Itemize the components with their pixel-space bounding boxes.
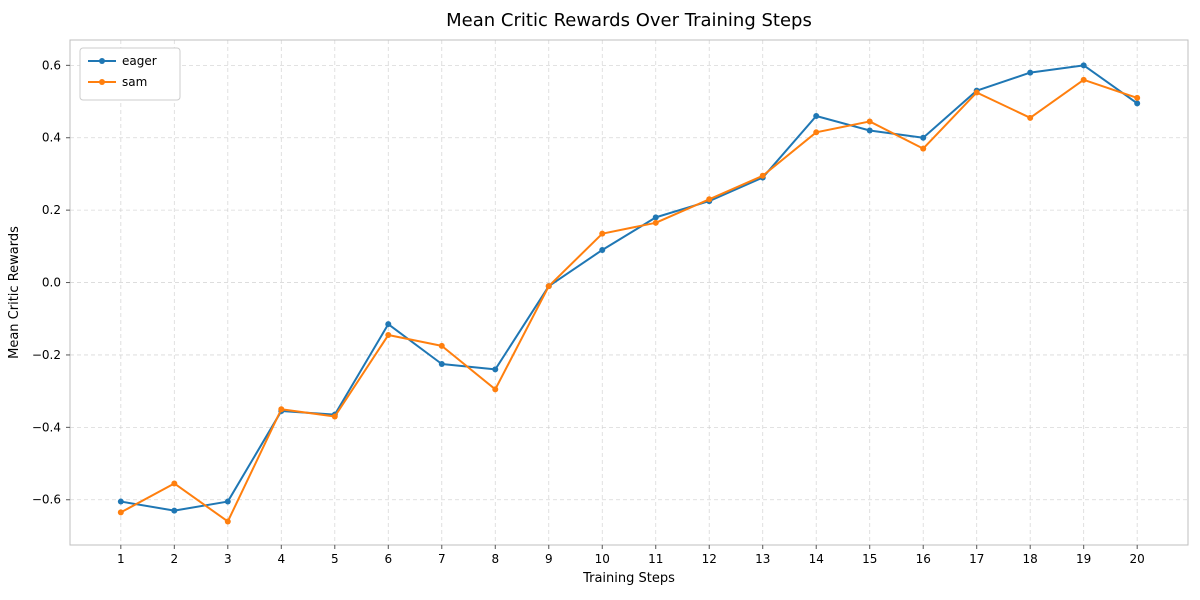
- series-marker-eager: [1134, 100, 1141, 107]
- series-marker-eager: [171, 507, 178, 514]
- y-tick-label: −0.2: [32, 348, 61, 362]
- x-tick-label: 3: [224, 552, 232, 566]
- series-marker-sam: [224, 518, 231, 525]
- x-tick-label: 15: [862, 552, 877, 566]
- y-tick-label: −0.6: [32, 493, 61, 507]
- x-tick-label: 6: [384, 552, 392, 566]
- x-tick-label: 10: [595, 552, 610, 566]
- series-marker-sam: [973, 89, 980, 96]
- x-tick-label: 1: [117, 552, 125, 566]
- x-tick-label: 5: [331, 552, 339, 566]
- x-tick-label: 11: [648, 552, 663, 566]
- series-marker-sam: [813, 129, 820, 136]
- series-marker-sam: [759, 172, 766, 179]
- x-tick-label: 14: [809, 552, 824, 566]
- series-marker-sam: [866, 118, 873, 125]
- series-marker-sam: [545, 283, 552, 290]
- series-marker-sam: [1080, 76, 1087, 83]
- series-marker-sam: [385, 332, 392, 339]
- x-tick-label: 7: [438, 552, 446, 566]
- series-marker-eager: [866, 127, 873, 134]
- y-tick-label: −0.4: [32, 420, 61, 434]
- legend-marker-sam: [99, 79, 105, 85]
- x-tick-label: 20: [1130, 552, 1145, 566]
- series-marker-sam: [1027, 114, 1034, 121]
- x-tick-label: 16: [916, 552, 931, 566]
- x-tick-label: 2: [170, 552, 178, 566]
- series-marker-eager: [920, 134, 927, 141]
- axes-spines: [69, 39, 1189, 546]
- chart-title: Mean Critic Rewards Over Training Steps: [446, 10, 812, 31]
- series-marker-eager: [438, 360, 445, 367]
- series-marker-sam: [599, 230, 606, 237]
- y-tick-label: 0.6: [42, 58, 61, 72]
- y-tick-label: 0.0: [42, 276, 61, 290]
- series-marker-eager: [224, 498, 231, 505]
- series-marker-sam: [438, 342, 445, 349]
- legend-marker-eager: [99, 58, 105, 64]
- series-line-eager: [119, 64, 1139, 512]
- x-tick-label: 19: [1076, 552, 1091, 566]
- series-marker-eager: [1027, 69, 1034, 76]
- series-marker-eager: [385, 321, 392, 328]
- series-marker-eager: [492, 366, 499, 373]
- series-marker-sam: [706, 196, 713, 203]
- x-tick-label: 13: [755, 552, 770, 566]
- y-tick-label: 0.2: [42, 203, 61, 217]
- y-axis-label: Mean Critic Rewards: [7, 226, 22, 359]
- series-marker-eager: [652, 214, 659, 221]
- plot-area: [70, 40, 1188, 545]
- series-marker-sam: [171, 480, 178, 487]
- series-marker-sam: [278, 406, 285, 413]
- series-marker-eager: [599, 246, 606, 253]
- series-line-sam: [119, 78, 1139, 523]
- x-tick-label: 12: [702, 552, 717, 566]
- x-tick-label: 18: [1023, 552, 1038, 566]
- series-marker-sam: [1134, 94, 1141, 101]
- x-tick-label: 4: [277, 552, 285, 566]
- series-marker-sam: [331, 413, 338, 420]
- series-marker-eager: [813, 113, 820, 120]
- legend-label-sam: sam: [122, 75, 147, 89]
- x-tick-label: 17: [969, 552, 984, 566]
- series-marker-sam: [117, 509, 124, 516]
- series-marker-sam: [652, 219, 659, 226]
- x-axis-label: Training Steps: [582, 571, 675, 586]
- x-tick-label: 9: [545, 552, 553, 566]
- series-marker-sam: [492, 386, 499, 393]
- series-marker-eager: [117, 498, 124, 505]
- series-marker-sam: [920, 145, 927, 152]
- y-tick-label: 0.4: [42, 131, 61, 145]
- series-marker-eager: [1080, 62, 1087, 69]
- legend-label-eager: eager: [122, 54, 157, 68]
- x-tick-label: 8: [491, 552, 499, 566]
